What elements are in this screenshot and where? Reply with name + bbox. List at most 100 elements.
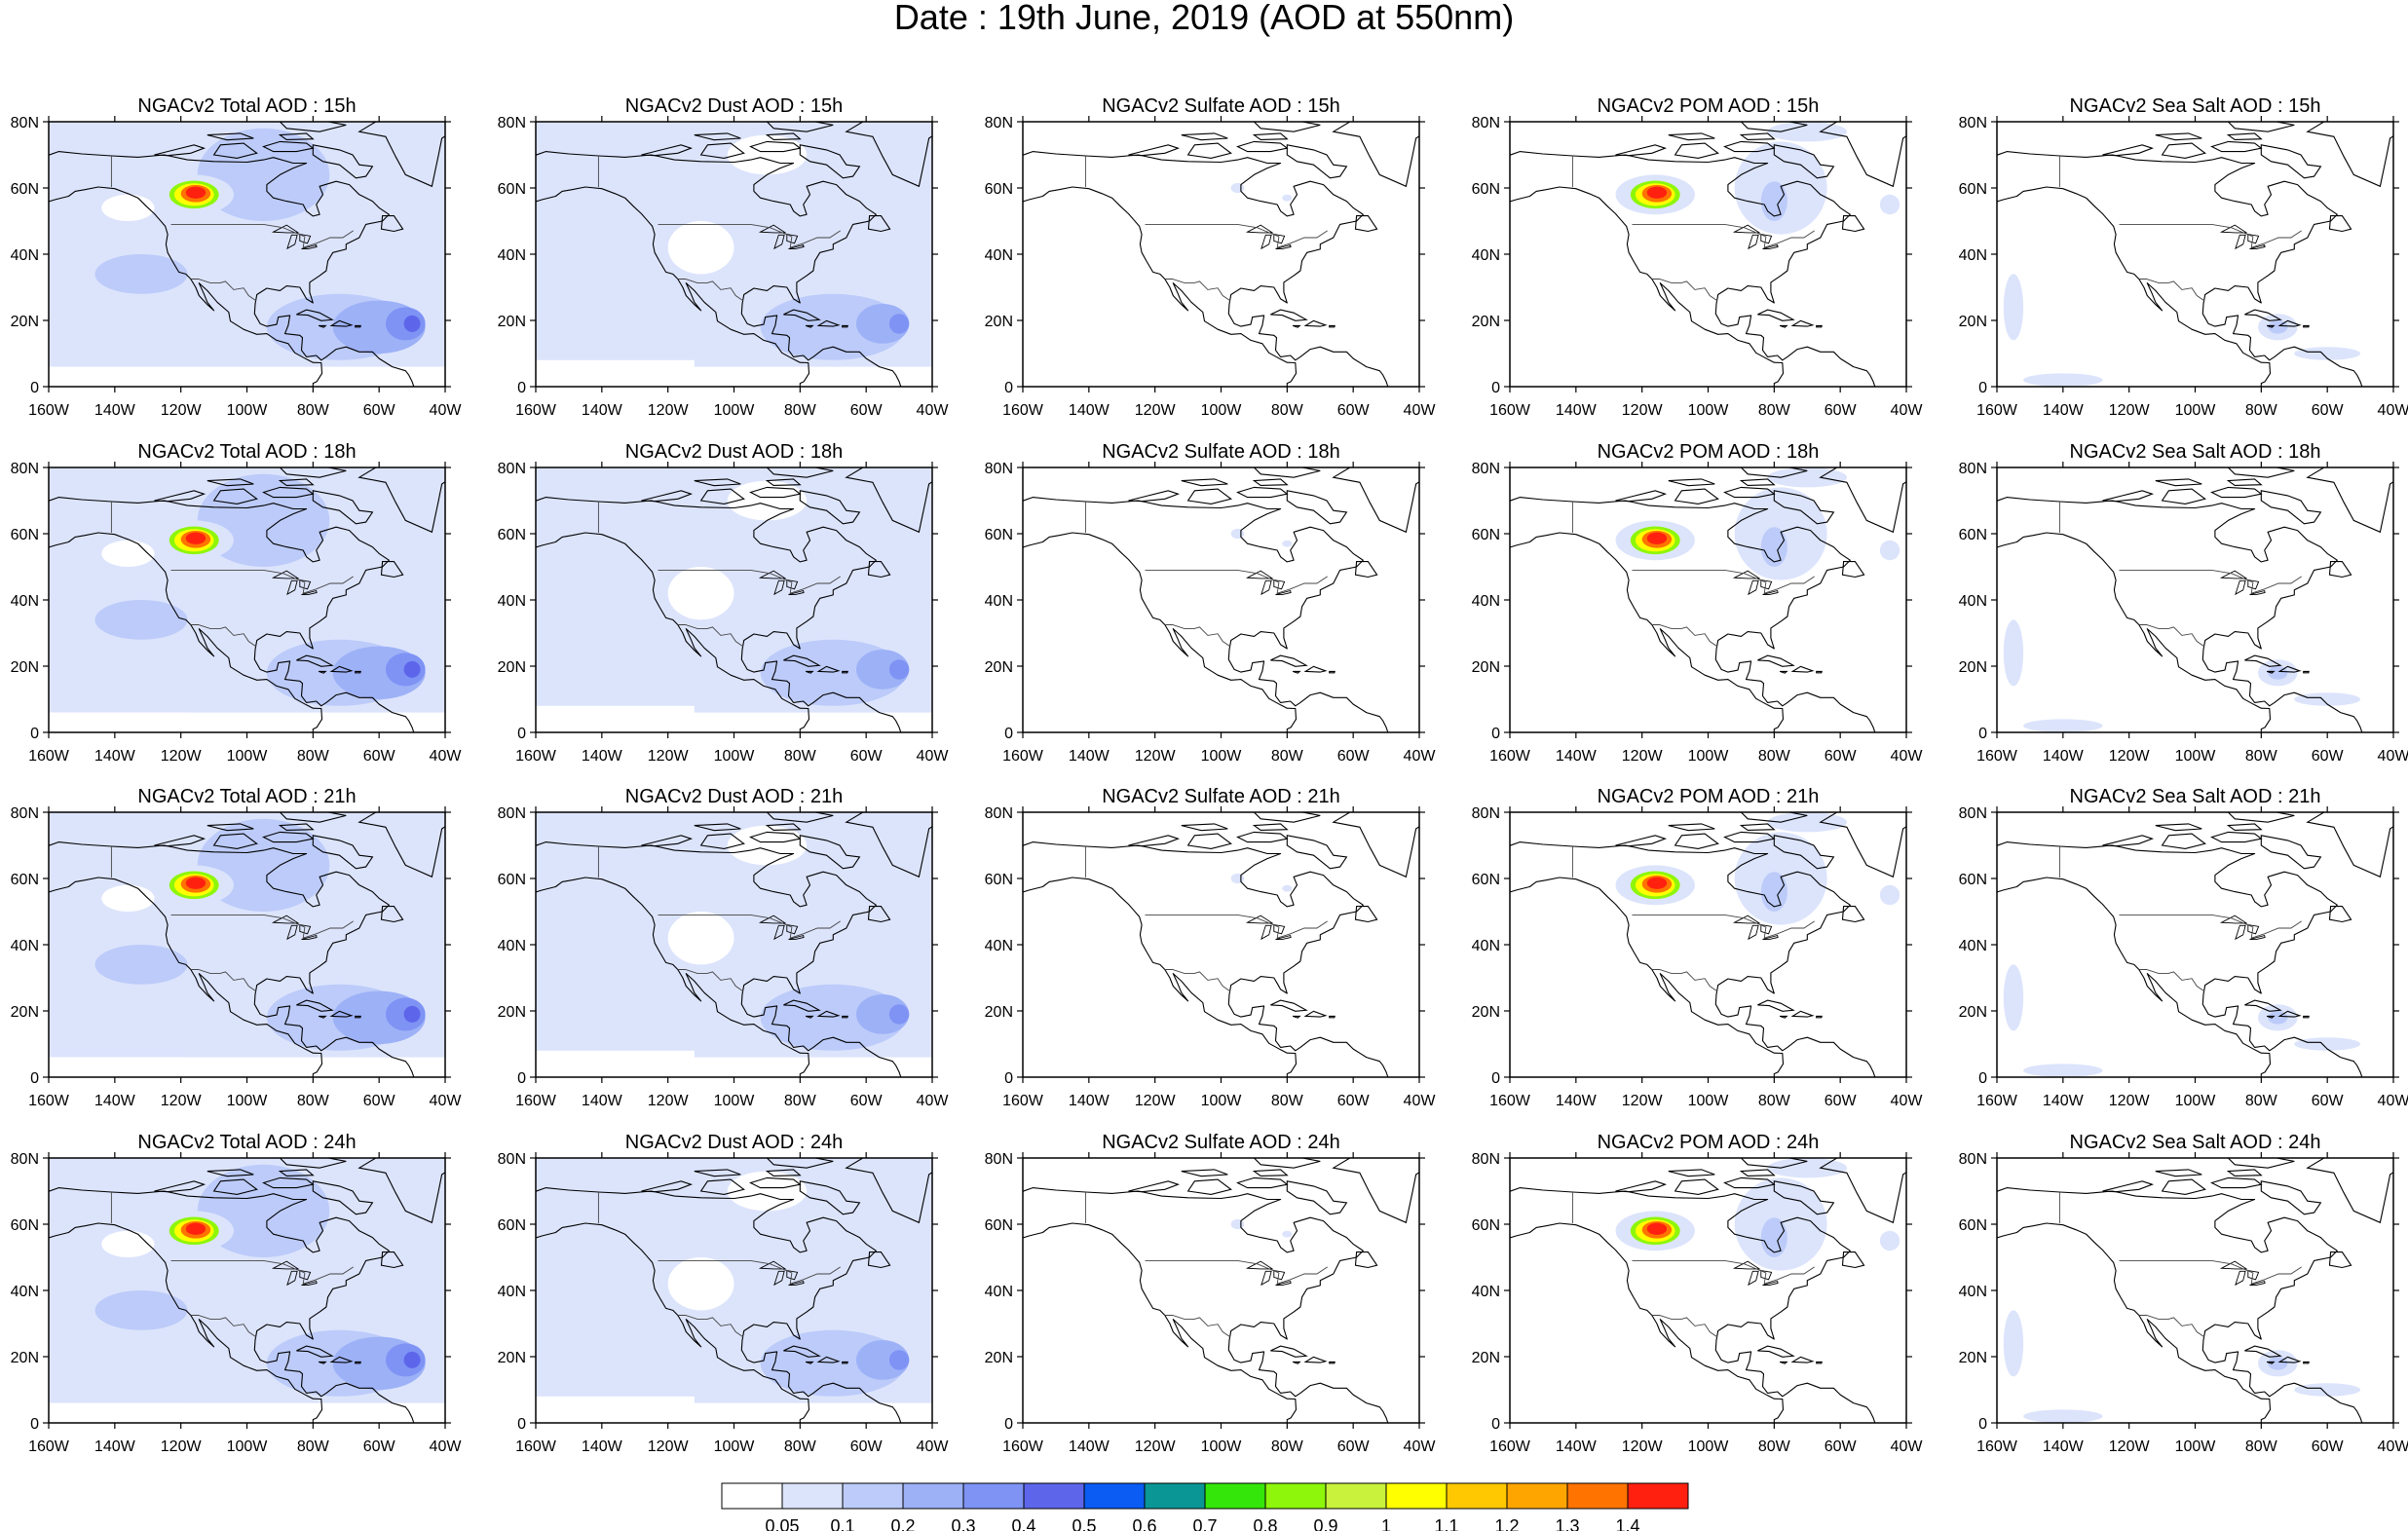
island-outline [699,1178,745,1195]
island-outline [212,833,258,849]
island-outline [1779,1015,1788,1019]
lat-label: 40N [1959,1284,1987,1300]
panel-title: NGACv2 Dust AOD : 15h [625,95,843,117]
island-outline [1615,835,1668,847]
lat-label: 0 [30,380,39,396]
panel-frame [1022,811,1420,1078]
island-outline [212,1178,258,1195]
island-outline [845,122,932,188]
aod-region [1879,540,1900,561]
colorbar-label: 1.3 [1555,1516,1579,1531]
lat-label: 80N [498,1151,526,1168]
island-outline [867,215,891,233]
lon-label: 140W [2043,748,2085,765]
island-outline [312,144,374,179]
lat-label: 80N [11,115,39,131]
lon-label: 40W [1891,748,1924,765]
lake-outline [773,234,785,250]
aod-region [667,567,734,620]
lat-label: 60N [1472,181,1500,198]
lon-label: 80W [297,1438,330,1455]
aod-region [1646,1222,1668,1235]
island-outline [845,467,932,534]
lat-label: 60N [985,1217,1013,1234]
lon-label: 160W [1976,1093,2018,1109]
island-outline [765,1169,802,1176]
map-panel: NGACv2 Sea Salt AOD : 15h 0 20N 40N 60N 80N 16… [1959,95,2408,419]
aod-region [667,221,734,275]
island-outline [2328,561,2352,579]
aod-field [1510,812,1906,1077]
island-outline [312,490,374,525]
country-border [658,914,841,939]
lon-label: 80W [297,402,330,419]
island-outline [2161,833,2206,849]
lon-label: 100W [227,1093,269,1109]
lon-label: 120W [1135,1093,1177,1109]
island-outline [1181,1169,1228,1177]
panel-title: NGACv2 Sea Salt AOD : 15h [2070,95,2321,117]
island-outline [699,833,745,849]
lake-outline [2249,934,2266,941]
island-outline [1292,324,1301,328]
lat-label: 20N [985,314,1013,330]
island-outline [816,1356,841,1363]
lon-label: 140W [582,1438,623,1455]
lon-label: 120W [1135,748,1177,765]
island-outline [380,215,404,233]
island-outline [2266,670,2276,674]
island-outline [1270,999,1308,1012]
island-outline [296,309,334,321]
lake-outline [786,234,799,244]
panel-title: NGACv2 Sea Salt AOD : 24h [2070,1132,2321,1153]
lake-outline [1260,1270,1272,1287]
lon-label: 160W [1976,748,2018,765]
panel-title: NGACv2 POM AOD : 21h [1598,786,1820,807]
lon-label: 80W [1271,402,1304,419]
aod-region [1767,467,1847,488]
country-border [1164,279,1231,302]
lake-outline [286,924,298,941]
lat-label: 0 [1978,1070,1987,1087]
aod-region [855,304,910,344]
aod-region [94,945,188,985]
island-outline [1236,140,1289,153]
island-outline [318,670,327,674]
panel-title: NGACv2 Sulfate AOD : 21h [1102,786,1340,807]
island-outline [279,467,347,478]
lat-label: 20N [1472,1004,1500,1021]
island-outline [2244,999,2282,1012]
lake-outline [1762,243,1779,250]
island-outline [2328,906,2352,923]
lon-label: 160W [1976,402,2018,419]
lon-label: 80W [1271,1093,1304,1109]
aod-field [49,812,445,1077]
island-outline [1790,665,1815,673]
lat-label: 20N [1959,1004,1987,1021]
coastline [1023,1187,1389,1423]
lon-label: 140W [1069,748,1110,765]
island-outline [154,144,207,157]
aod-field [1510,122,1906,387]
island-outline [842,670,848,674]
island-outline [694,132,741,141]
island-outline [1252,1169,1289,1176]
lon-label: 140W [94,1093,136,1109]
lake-outline [1762,1280,1779,1287]
island-outline [1128,1180,1181,1193]
lon-label: 120W [1622,1438,1664,1455]
lon-label: 100W [714,748,756,765]
panel-frame [1509,121,1907,388]
aod-region [1879,194,1900,215]
lon-label: 160W [28,402,70,419]
island-outline [842,1361,848,1364]
lat-label: 20N [1959,659,1987,676]
lat-label: 20N [11,659,39,676]
aod-field [536,1158,932,1423]
panel-frame [1509,811,1907,1078]
lake-outline [786,579,799,590]
panel-title: NGACv2 Dust AOD : 18h [625,441,843,463]
colorbar-label: 0.3 [951,1516,975,1531]
lon-label: 40W [917,1438,950,1455]
